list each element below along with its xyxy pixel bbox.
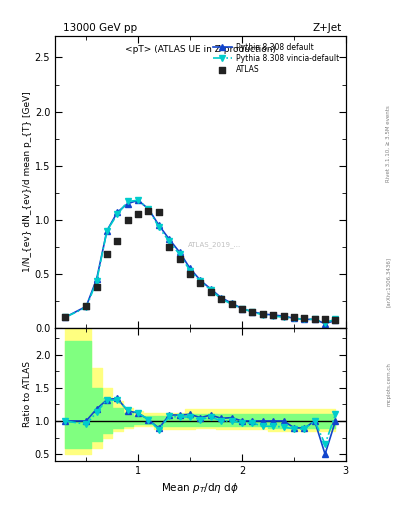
- Pythia 8.308 default: [63, 314, 68, 320]
- ATLAS: [312, 315, 318, 324]
- Text: 13000 GeV pp: 13000 GeV pp: [63, 23, 137, 33]
- Pythia 8.308 vincia-default: [188, 268, 193, 274]
- ATLAS: [239, 305, 245, 313]
- Pythia 8.308 vincia-default: [240, 306, 244, 312]
- Pythia 8.308 default: [105, 227, 109, 233]
- Text: Z+Jet: Z+Jet: [313, 23, 342, 33]
- Line: Pythia 8.308 vincia-default: Pythia 8.308 vincia-default: [62, 198, 338, 325]
- ATLAS: [332, 316, 339, 325]
- Pythia 8.308 default: [333, 317, 338, 324]
- ATLAS: [166, 243, 173, 251]
- Text: ATLAS_2019_...: ATLAS_2019_...: [188, 241, 242, 248]
- Pythia 8.308 vincia-default: [177, 251, 182, 258]
- Pythia 8.308 default: [261, 311, 265, 317]
- X-axis label: Mean $p_{T}$/d$\eta$ d$\phi$: Mean $p_{T}$/d$\eta$ d$\phi$: [162, 481, 239, 495]
- Text: [arXiv:1306.3436]: [arXiv:1306.3436]: [386, 257, 391, 307]
- Pythia 8.308 vincia-default: [292, 315, 296, 322]
- Pythia 8.308 vincia-default: [156, 224, 161, 230]
- Pythia 8.308 default: [136, 197, 140, 203]
- Pythia 8.308 default: [219, 294, 224, 301]
- Pythia 8.308 vincia-default: [84, 304, 88, 310]
- Pythia 8.308 default: [271, 312, 275, 318]
- Pythia 8.308 vincia-default: [333, 316, 338, 323]
- Pythia 8.308 vincia-default: [261, 312, 265, 318]
- Pythia 8.308 default: [115, 209, 120, 215]
- Pythia 8.308 default: [229, 300, 234, 306]
- ATLAS: [83, 302, 89, 310]
- Text: mcplots.cern.ch: mcplots.cern.ch: [386, 362, 391, 406]
- Y-axis label: Ratio to ATLAS: Ratio to ATLAS: [23, 361, 32, 428]
- ATLAS: [249, 308, 255, 316]
- ATLAS: [125, 216, 131, 224]
- ATLAS: [135, 210, 141, 219]
- ATLAS: [208, 288, 214, 296]
- Pythia 8.308 default: [177, 249, 182, 255]
- Pythia 8.308 vincia-default: [146, 206, 151, 212]
- Pythia 8.308 vincia-default: [219, 296, 224, 302]
- Pythia 8.308 vincia-default: [63, 314, 68, 320]
- Pythia 8.308 default: [292, 315, 296, 322]
- ATLAS: [176, 254, 183, 263]
- ATLAS: [187, 270, 193, 278]
- Text: <pT> (ATLAS UE in Z production): <pT> (ATLAS UE in Z production): [125, 45, 276, 54]
- Pythia 8.308 vincia-default: [312, 316, 317, 323]
- Pythia 8.308 default: [156, 222, 161, 228]
- Pythia 8.308 default: [125, 201, 130, 207]
- Pythia 8.308 vincia-default: [94, 279, 99, 285]
- Pythia 8.308 default: [312, 316, 317, 323]
- Pythia 8.308 default: [208, 286, 213, 292]
- Pythia 8.308 vincia-default: [105, 227, 109, 233]
- Pythia 8.308 vincia-default: [229, 301, 234, 307]
- Pythia 8.308 default: [94, 276, 99, 283]
- Pythia 8.308 vincia-default: [271, 313, 275, 319]
- Pythia 8.308 vincia-default: [323, 319, 327, 326]
- Line: Pythia 8.308 default: Pythia 8.308 default: [62, 198, 338, 327]
- Pythia 8.308 default: [167, 236, 172, 242]
- ATLAS: [260, 310, 266, 318]
- ATLAS: [104, 250, 110, 259]
- Pythia 8.308 default: [250, 309, 255, 315]
- Pythia 8.308 default: [323, 321, 327, 327]
- ATLAS: [218, 295, 224, 303]
- Text: Rivet 3.1.10, ≥ 3.5M events: Rivet 3.1.10, ≥ 3.5M events: [386, 105, 391, 182]
- ATLAS: [114, 238, 121, 246]
- ATLAS: [197, 279, 204, 287]
- Pythia 8.308 vincia-default: [167, 239, 172, 245]
- ATLAS: [94, 283, 100, 291]
- Pythia 8.308 default: [146, 206, 151, 212]
- ATLAS: [280, 312, 286, 320]
- Pythia 8.308 default: [198, 278, 203, 284]
- ATLAS: [322, 315, 328, 324]
- ATLAS: [62, 313, 68, 321]
- ATLAS: [156, 208, 162, 216]
- ATLAS: [301, 314, 307, 323]
- Pythia 8.308 default: [188, 265, 193, 271]
- Pythia 8.308 vincia-default: [302, 316, 307, 323]
- Pythia 8.308 vincia-default: [281, 314, 286, 320]
- Pythia 8.308 vincia-default: [208, 287, 213, 293]
- Legend: Pythia 8.308 default, Pythia 8.308 vincia-default, ATLAS: Pythia 8.308 default, Pythia 8.308 vinci…: [210, 39, 342, 77]
- ATLAS: [228, 300, 235, 308]
- Pythia 8.308 vincia-default: [125, 198, 130, 204]
- ATLAS: [145, 207, 152, 215]
- Pythia 8.308 vincia-default: [198, 279, 203, 285]
- Y-axis label: 1/N_{ev} dN_{ev}/d mean p_{T} [GeV]: 1/N_{ev} dN_{ev}/d mean p_{T} [GeV]: [23, 92, 32, 272]
- ATLAS: [270, 311, 276, 319]
- Pythia 8.308 default: [302, 316, 307, 323]
- Pythia 8.308 default: [84, 303, 88, 309]
- Pythia 8.308 vincia-default: [136, 197, 140, 203]
- Pythia 8.308 vincia-default: [250, 309, 255, 315]
- Pythia 8.308 default: [240, 306, 244, 312]
- Pythia 8.308 default: [281, 313, 286, 319]
- ATLAS: [291, 313, 297, 321]
- Pythia 8.308 vincia-default: [115, 211, 120, 218]
